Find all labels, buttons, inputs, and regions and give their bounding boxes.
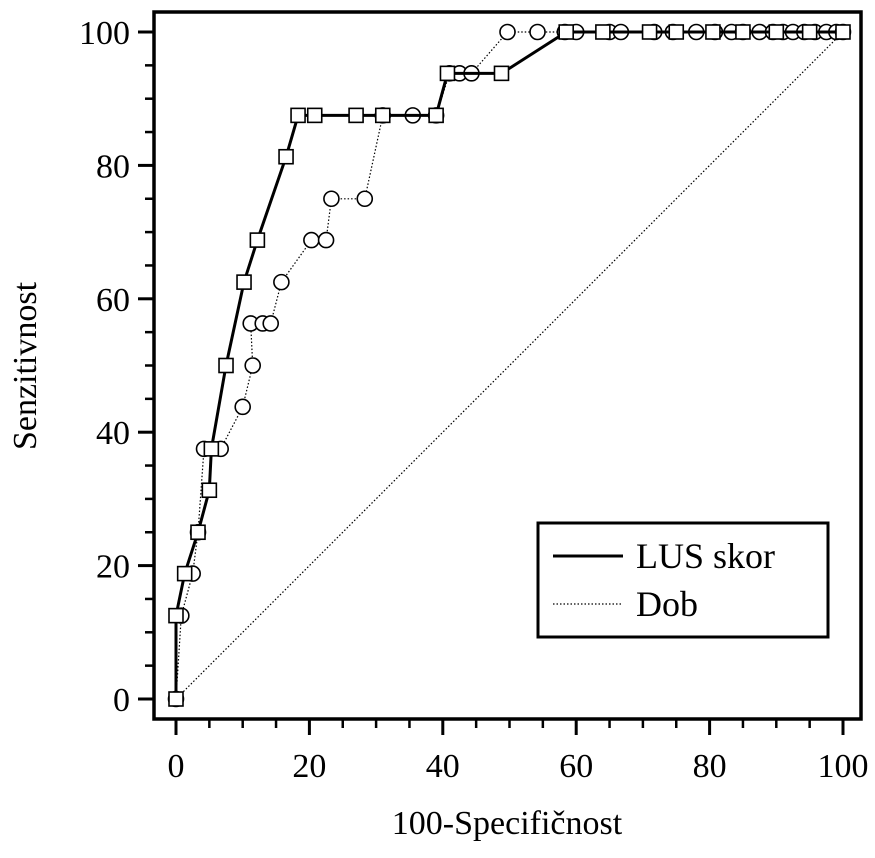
lus-skor-point-1 [168,607,184,624]
lus-skor-point-18 [595,24,611,40]
x-tick-label: 20 [292,748,326,785]
dob-point-7 [244,357,262,374]
y-tick-label: 20 [96,549,130,586]
lus-skor-point-11 [306,107,323,124]
lus-skor-point-23 [768,24,785,40]
dob-point-14 [323,190,340,208]
lus-skor-point-22 [735,24,751,40]
lus-skor-point-12 [348,107,364,124]
x-tick-label: 0 [168,748,185,785]
lus-skor-point-25 [835,24,851,40]
lus-skor-point-7 [236,274,252,290]
lus-skor-point-10 [290,107,306,124]
x-tick-label: 60 [559,748,593,785]
legend-label-lus-skor: LUS skor [636,536,775,576]
x-tick-label: 40 [426,748,460,785]
x-tick-label: 80 [693,748,727,785]
dob-point-22 [499,23,516,41]
y-tick-label: 100 [79,15,130,52]
lus-skor-point-4 [201,482,218,499]
legend-label-dob: Dob [636,584,698,624]
lus-skor-point-13 [374,107,391,124]
lus-skor-point-17 [558,24,574,40]
lus-skor-point-21 [705,24,721,40]
lus-skor-point-0 [168,691,184,707]
legend: LUS skor Dob [536,521,830,639]
series-layer [167,23,852,708]
x-axis-title: 100-Specifičnost [392,805,623,842]
y-axis-title: Senzitivnost [7,281,44,450]
dob-point-15 [356,190,374,208]
legend-box [536,521,830,639]
dob-point-10 [262,315,280,332]
lus-skor-point-2 [176,565,193,582]
lus-skor-point-20 [668,24,685,40]
lus-skor-point-9 [278,148,294,165]
dob-point-12 [303,231,320,249]
dob-point-13 [317,231,335,249]
dob-point-23 [529,23,546,41]
lus-skor-point-3 [190,524,206,541]
y-tick-label: 60 [96,282,130,319]
lus-skor-point-19 [641,24,658,40]
lus-skor-point-8 [249,232,266,248]
x-tick-label: 100 [818,748,869,785]
y-tick-label: 40 [96,415,130,452]
lus-skor-point-5 [203,441,220,457]
lus-skor-point-6 [218,357,234,374]
lus-skor-point-14 [428,107,444,124]
lus-skor-point-24 [801,24,818,40]
axes-layer: 0 20 40 60 80 100 0 20 40 60 80 100 [79,10,869,785]
dob-point-6 [234,398,251,416]
lus-skor-point-15 [439,65,456,82]
dob-point-11 [273,273,290,291]
lus-skor-point-16 [493,65,510,82]
y-tick-label: 80 [96,148,130,185]
series-lus-skor [168,24,851,707]
y-tick-label: 0 [113,682,130,719]
